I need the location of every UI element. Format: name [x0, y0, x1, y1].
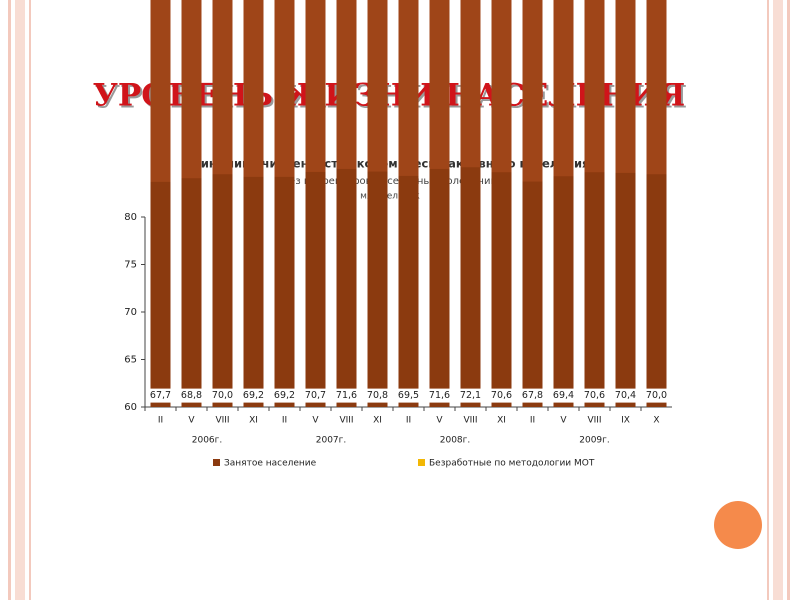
- value-label: 69,2: [243, 390, 264, 401]
- bar-highlight: [646, 0, 667, 175]
- value-label-box: [302, 388, 329, 403]
- y-tick-label: 80: [124, 212, 137, 223]
- bar-highlight: [181, 0, 202, 179]
- value-label-box: [488, 388, 515, 403]
- year-label: 2009г.: [579, 436, 610, 446]
- bar-highlight: [336, 0, 357, 169]
- chart-subtitle: (без корректировки сезонных колебаний): [279, 176, 501, 187]
- value-label: 72,1: [460, 390, 481, 401]
- bar-highlight: [460, 0, 481, 168]
- border-line: [773, 0, 783, 600]
- value-label: 69,2: [274, 390, 295, 401]
- bar-highlight: [615, 0, 636, 173]
- value-label-box: [457, 388, 484, 403]
- value-label: 67,7: [150, 390, 171, 401]
- value-label-box: [333, 388, 360, 403]
- bar-highlight: [522, 0, 543, 182]
- bar-highlight: [367, 0, 388, 172]
- value-label-box: [426, 388, 453, 403]
- value-label: 69,4: [553, 390, 574, 401]
- y-tick-label: 60: [124, 402, 137, 413]
- border-line: [15, 0, 25, 600]
- x-tick-label: XI: [373, 416, 382, 426]
- x-tick-label: X: [653, 416, 659, 426]
- bar-highlight: [491, 0, 512, 173]
- bar-highlight: [150, 0, 171, 182]
- bar-highlight: [429, 0, 450, 169]
- y-axis-label: млн.человек: [360, 192, 420, 202]
- bar-highlight: [584, 0, 605, 173]
- border-line: [29, 0, 31, 600]
- value-label: 68,8: [181, 390, 202, 401]
- value-label-box: [395, 388, 422, 403]
- value-label-box: [364, 388, 391, 403]
- value-label-box: [209, 388, 236, 403]
- bar-highlight: [212, 0, 233, 175]
- x-tick-label: II: [282, 416, 287, 426]
- x-tick-label: V: [560, 416, 567, 426]
- value-label: 70,0: [646, 390, 667, 401]
- value-label: 70,0: [212, 390, 233, 401]
- x-tick-label: V: [436, 416, 443, 426]
- legend-swatch: [213, 459, 220, 466]
- border-line: [8, 0, 11, 600]
- value-label: 70,4: [615, 390, 636, 401]
- x-tick-label: XI: [497, 416, 506, 426]
- value-label-box: [147, 388, 174, 403]
- decor-circle: [714, 501, 762, 549]
- value-label: 70,8: [367, 390, 388, 401]
- y-tick-label: 75: [124, 260, 137, 271]
- x-tick-label: II: [406, 416, 411, 426]
- y-tick-label: 65: [124, 355, 137, 366]
- value-label-box: [581, 388, 608, 403]
- value-label: 71,6: [336, 390, 357, 401]
- bar-highlight: [274, 0, 295, 177]
- y-tick-label: 70: [124, 307, 137, 318]
- bar-highlight: [398, 0, 419, 176]
- value-label-box: [178, 388, 205, 403]
- value-label-box: [550, 388, 577, 403]
- value-label-box: [519, 388, 546, 403]
- border-line: [767, 0, 769, 600]
- x-tick-label: VIII: [339, 416, 353, 426]
- x-tick-label: XI: [249, 416, 258, 426]
- value-label: 70,6: [491, 390, 512, 401]
- year-label: 2006г.: [192, 436, 223, 446]
- value-label: 70,6: [584, 390, 605, 401]
- legend-label: Занятое население: [224, 459, 317, 469]
- value-label-box: [271, 388, 298, 403]
- year-label: 2008г.: [440, 436, 471, 446]
- value-label: 71,6: [429, 390, 450, 401]
- legend-swatch: [418, 459, 425, 466]
- legend-label: Безработные по методологии МОТ: [429, 459, 595, 469]
- border-line: [787, 0, 790, 600]
- value-label-box: [643, 388, 670, 403]
- bar-highlight: [305, 0, 326, 172]
- x-tick-label: V: [188, 416, 195, 426]
- x-tick-label: VIII: [215, 416, 229, 426]
- bar-highlight: [243, 0, 264, 177]
- bar-highlight: [553, 0, 574, 177]
- x-tick-label: VIII: [587, 416, 601, 426]
- value-label: 70,7: [305, 390, 326, 401]
- x-tick-label: II: [158, 416, 163, 426]
- x-tick-label: VIII: [463, 416, 477, 426]
- value-label: 69,5: [398, 390, 419, 401]
- x-tick-label: V: [312, 416, 319, 426]
- year-label: 2007г.: [316, 436, 347, 446]
- value-label: 67,8: [522, 390, 543, 401]
- value-label-box: [612, 388, 639, 403]
- x-tick-label: II: [530, 416, 535, 426]
- x-tick-label: IX: [621, 416, 630, 426]
- value-label-box: [240, 388, 267, 403]
